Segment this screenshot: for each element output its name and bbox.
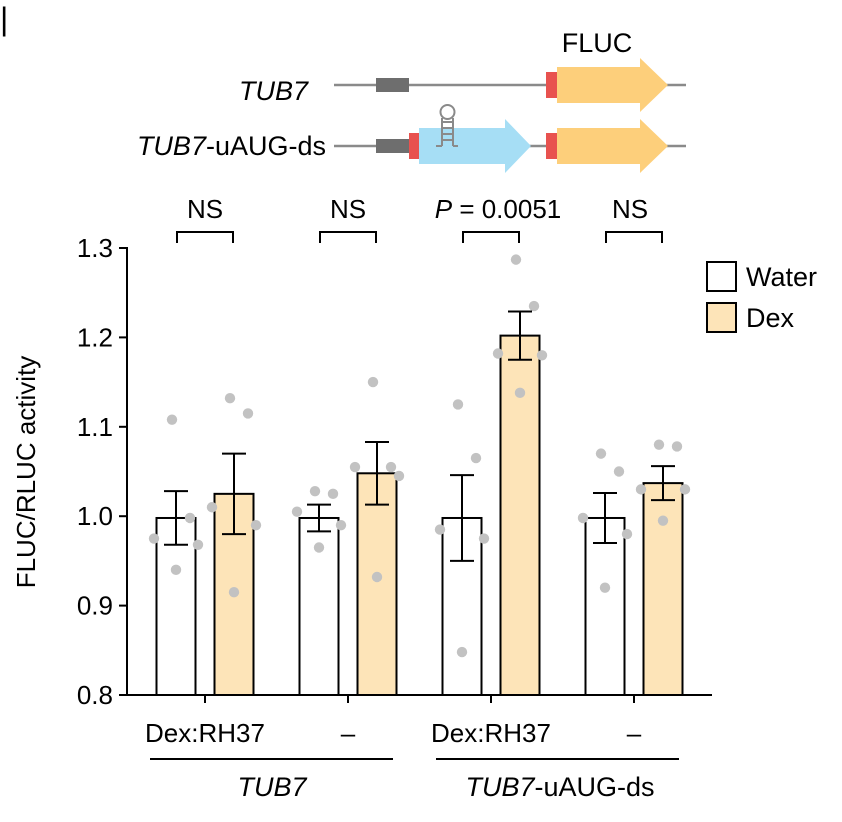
- construct-name-tub7-uaug-ds: TUB7-uAUG-ds: [137, 131, 326, 161]
- point-water-3-3: [434, 524, 446, 535]
- point-dex-4-1: [653, 439, 665, 450]
- point-water-2-5: [313, 542, 325, 553]
- construct-diagram: FLUC TUB7 TUB7-uAUG-ds: [137, 28, 686, 173]
- utr-block: [376, 78, 409, 92]
- significance-bracket-3: [462, 231, 520, 243]
- y-tick-label-0: 0.8: [77, 680, 113, 710]
- construct-tub7: [334, 58, 686, 112]
- legend-swatch-dex: [706, 302, 737, 333]
- significance-label-1: NS: [187, 194, 223, 224]
- significance-bracket-1: [176, 231, 234, 243]
- fluc-orf-arrow: [557, 58, 668, 112]
- uaug-start-codon: [409, 133, 419, 159]
- uorf-arrow: [419, 119, 531, 173]
- x-category-label-3: Dex:RH37: [431, 718, 551, 748]
- point-dex-3-4: [536, 350, 548, 361]
- legend-swatch-water: [706, 261, 737, 292]
- group-label-tub7-uaug-ds: TUB7-uAUG-ds: [465, 772, 654, 802]
- bar-dex-2: [356, 472, 398, 696]
- x-axis-labels: Dex:RH37 – Dex:RH37 –: [145, 718, 679, 760]
- error-bar-water-2: [307, 503, 331, 533]
- point-dex-3-2: [528, 300, 540, 312]
- point-water-1-2: [184, 512, 196, 524]
- point-dex-1-1: [224, 392, 236, 404]
- point-dex-1-4: [250, 519, 262, 531]
- significance-label-4: NS: [612, 194, 648, 224]
- point-dex-3-5: [514, 387, 526, 399]
- point-dex-2-1: [367, 376, 379, 388]
- point-water-4-5: [599, 582, 611, 593]
- legend-label-water: Water: [746, 262, 817, 292]
- fluc-label: FLUC: [562, 28, 633, 58]
- point-dex-2-4: [393, 470, 405, 482]
- bar-dex-4: [642, 482, 684, 697]
- significance-label-3: P = 0.0051: [435, 194, 562, 224]
- significance-bracket-2: [319, 231, 377, 243]
- error-bar-dex-2: [365, 440, 389, 506]
- point-water-4-3: [577, 512, 589, 524]
- point-dex-4-5: [657, 515, 669, 526]
- y-tick-label-2: 1.0: [77, 501, 113, 531]
- panel-mark: |: [0, 1, 8, 37]
- legend: Water Dex: [706, 261, 817, 333]
- point-water-2-4: [335, 519, 347, 531]
- point-water-4-4: [621, 528, 633, 540]
- legend-label-dex: Dex: [746, 303, 795, 333]
- point-dex-4-2: [671, 441, 683, 452]
- bar-water-4: [584, 516, 626, 696]
- point-water-1-3: [148, 533, 160, 544]
- point-dex-1-3: [206, 502, 218, 513]
- x-category-label-4: –: [627, 718, 642, 748]
- fluc-start-codon: [546, 133, 557, 159]
- significance-brackets: [176, 231, 663, 243]
- x-category-label-1: Dex:RH37: [145, 718, 265, 748]
- error-bar-dex-3: [508, 310, 532, 361]
- group-label-tub7: TUB7: [237, 772, 307, 802]
- point-water-2-2: [327, 488, 339, 500]
- point-dex-4-3: [635, 484, 647, 495]
- point-water-4-2: [613, 466, 625, 477]
- y-tick-label-3: 1.1: [77, 412, 113, 442]
- significance-bracket-4: [605, 231, 663, 243]
- point-water-4-1: [595, 448, 607, 459]
- error-bar-water-1: [164, 490, 188, 546]
- point-water-3-1: [452, 399, 464, 410]
- point-water-3-2: [470, 452, 482, 464]
- error-bar-water-3: [450, 474, 474, 562]
- fluc-orf-arrow: [557, 119, 668, 173]
- point-dex-3-1: [510, 254, 522, 265]
- bars: [155, 334, 684, 697]
- point-water-1-1: [166, 414, 178, 425]
- significance-label-2: NS: [330, 194, 366, 224]
- data-points: [148, 254, 691, 658]
- y-tick-label-1: 0.9: [77, 591, 113, 621]
- point-water-2-3: [291, 506, 303, 517]
- point-water-3-5: [456, 646, 468, 658]
- point-water-1-4: [192, 539, 204, 551]
- y-axis-label: FLUC/RLUC activity: [11, 356, 41, 589]
- construct-name-tub7: TUB7: [239, 76, 309, 106]
- point-water-3-4: [478, 533, 490, 544]
- point-dex-3-3: [492, 348, 504, 359]
- point-dex-2-2: [385, 461, 397, 473]
- point-water-1-5: [170, 564, 182, 576]
- construct-tub7-uaug-ds: [334, 104, 686, 173]
- utr-block: [376, 139, 409, 153]
- point-dex-2-5: [371, 571, 383, 583]
- y-tick-label-4: 1.2: [77, 322, 113, 352]
- error-bar-dex-4: [651, 465, 675, 502]
- y-tick-label-5: 1.3: [77, 233, 113, 263]
- x-category-label-2: –: [341, 718, 356, 748]
- error-bars: [164, 310, 675, 562]
- point-dex-1-5: [228, 586, 240, 598]
- error-bar-water-4: [593, 491, 617, 545]
- point-dex-4-4: [679, 484, 691, 495]
- point-water-2-1: [309, 485, 321, 497]
- hairpin-structure: [436, 104, 458, 147]
- point-dex-2-3: [349, 461, 361, 473]
- fluc-start-codon: [546, 72, 557, 98]
- point-dex-1-2: [242, 408, 254, 419]
- error-bar-dex-1: [222, 452, 246, 536]
